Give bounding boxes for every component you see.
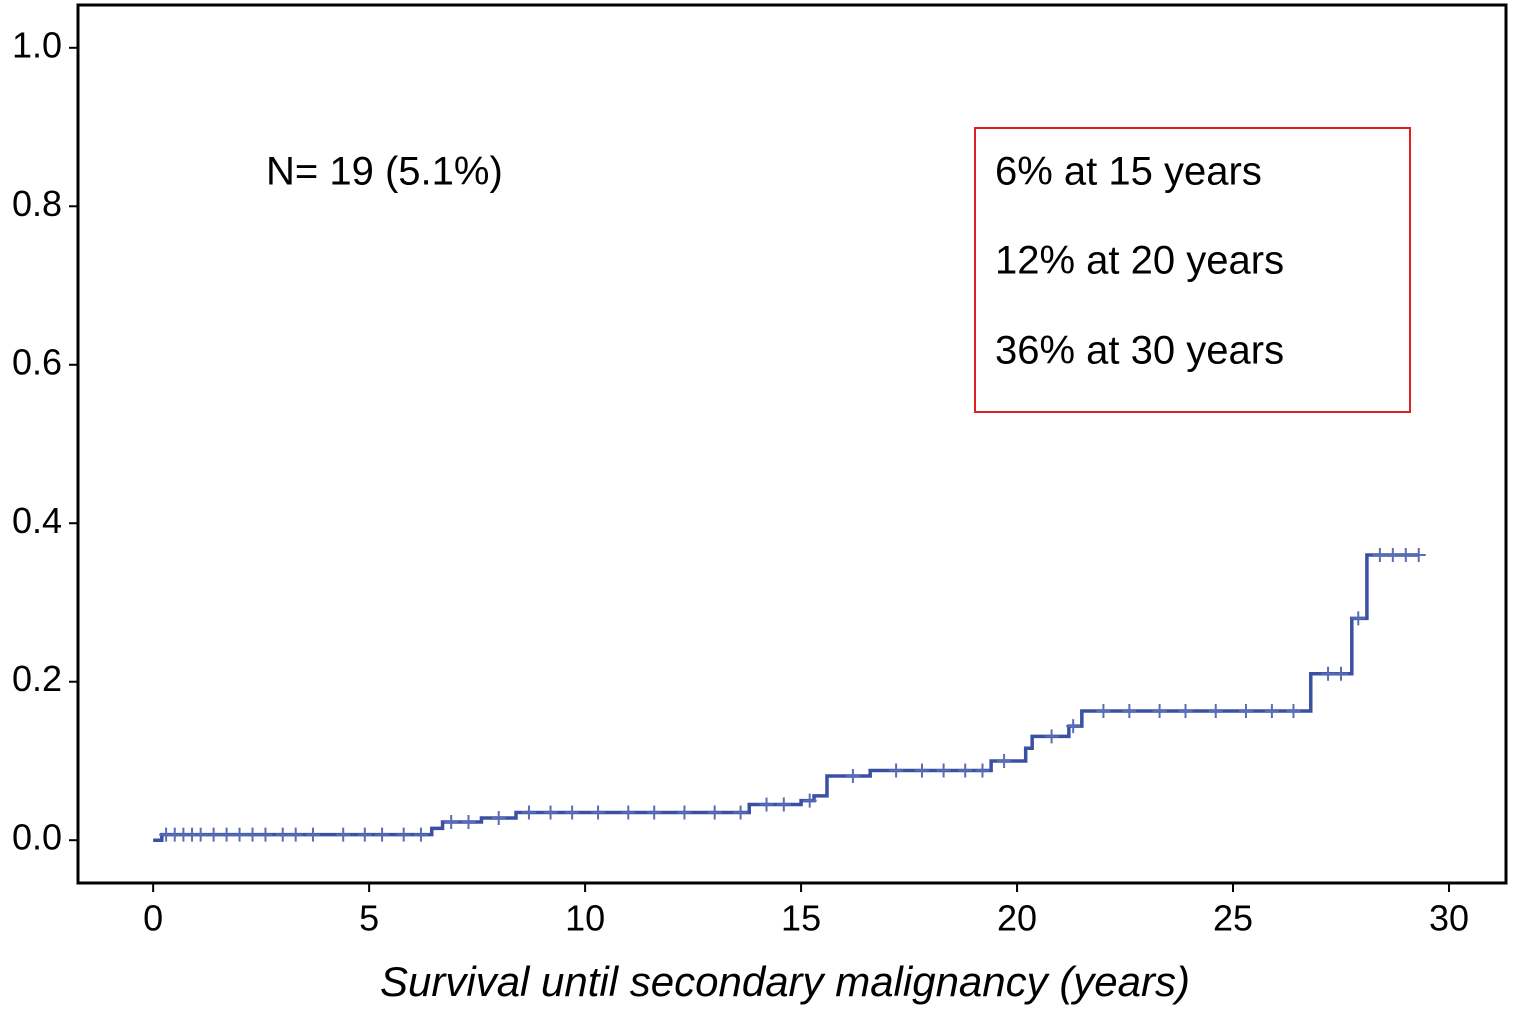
censor-mark — [997, 753, 1012, 768]
censor-mark — [357, 827, 372, 842]
annotation: 36% at 30 years — [995, 329, 1284, 373]
x-tick-label: 25 — [1213, 898, 1253, 939]
censor-mark — [802, 793, 817, 808]
censor-mark — [958, 763, 973, 778]
censor-mark — [1152, 704, 1167, 719]
censor-mark — [305, 827, 320, 842]
censor-mark — [461, 814, 476, 829]
censor-mark — [336, 827, 351, 842]
censor-mark — [565, 805, 580, 820]
y-tick-label: 0.6 — [12, 341, 62, 382]
censor-mark — [275, 827, 290, 842]
censor-mark — [245, 827, 260, 842]
censor-mark — [288, 827, 303, 842]
censor-mark — [1178, 704, 1193, 719]
x-tick-label: 30 — [1429, 898, 1469, 939]
x-tick-label: 0 — [143, 898, 163, 939]
censor-mark — [1264, 704, 1279, 719]
censor-mark — [543, 805, 558, 820]
censor-mark — [258, 827, 273, 842]
censor-mark — [621, 805, 636, 820]
censor-mark — [975, 763, 990, 778]
censor-mark — [444, 814, 459, 829]
censor-mark — [413, 827, 428, 842]
x-tick-label: 20 — [997, 898, 1037, 939]
censor-mark — [936, 763, 951, 778]
censor-mark — [889, 763, 904, 778]
censor-mark — [1208, 704, 1223, 719]
censor-mark — [1286, 704, 1301, 719]
annotation: N= 19 (5.1%) — [266, 150, 503, 194]
y-tick-label: 0.4 — [12, 500, 62, 541]
censor-mark — [1351, 611, 1366, 626]
censor-mark — [491, 811, 506, 826]
censor-mark — [1321, 666, 1336, 681]
censor-mark — [845, 769, 860, 784]
censor-mark — [677, 805, 692, 820]
censor-mark — [232, 827, 247, 842]
censor-mark — [375, 827, 390, 842]
censor-mark — [1385, 547, 1400, 562]
plot-frame — [76, 3, 1508, 885]
censor-mark — [733, 805, 748, 820]
y-tick-label: 1.0 — [12, 24, 62, 65]
censor-mark — [591, 805, 606, 820]
censor-mark — [759, 797, 774, 812]
censor-mark — [776, 797, 791, 812]
annotation-box — [974, 127, 1411, 413]
censor-mark — [1096, 704, 1111, 719]
annotation: 12% at 20 years — [995, 239, 1284, 283]
censor-mark — [1411, 547, 1426, 562]
censor-mark — [396, 827, 411, 842]
censor-mark — [1398, 547, 1413, 562]
censor-mark — [1044, 729, 1059, 744]
censor-mark — [521, 805, 536, 820]
censor-mark — [707, 805, 722, 820]
y-tick-label: 0.8 — [12, 183, 62, 224]
censor-mark — [1122, 704, 1137, 719]
censor-mark — [915, 763, 930, 778]
x-tick-label: 5 — [359, 898, 379, 939]
x-axis-label: Survival until secondary malignancy (yea… — [380, 958, 1190, 1005]
censor-mark — [1334, 666, 1348, 681]
y-tick-label: 0.0 — [12, 817, 62, 858]
x-tick-label: 10 — [565, 898, 605, 939]
annotation: 6% at 15 years — [995, 150, 1262, 194]
censor-mark — [1238, 704, 1253, 719]
censor-mark — [193, 827, 208, 842]
censor-mark — [647, 805, 662, 820]
censor-mark — [1066, 719, 1081, 734]
x-tick-label: 15 — [781, 898, 821, 939]
censor-mark — [1372, 547, 1387, 562]
censor-mark — [219, 827, 234, 842]
survival-curve — [153, 553, 1419, 842]
censor-mark — [206, 827, 221, 842]
y-tick-label: 0.2 — [12, 658, 62, 699]
